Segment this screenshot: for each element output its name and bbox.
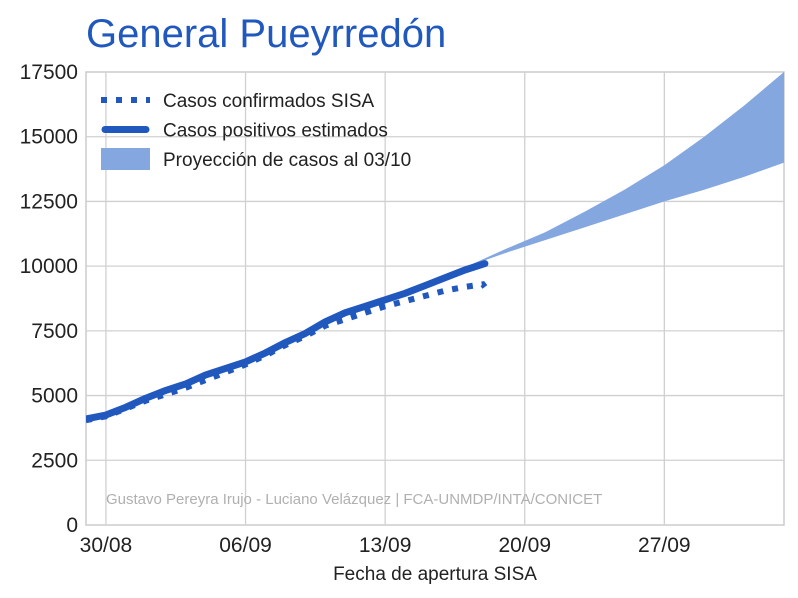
x-tick-label: 13/09 bbox=[359, 534, 412, 557]
y-tick-label: 12500 bbox=[20, 190, 78, 213]
legend-label-estimated: Casos positivos estimados bbox=[163, 121, 388, 142]
y-tick-label: 5000 bbox=[31, 385, 78, 408]
legend-label-projection: Proyección de casos al 03/10 bbox=[163, 150, 411, 171]
legend: Casos confirmados SISA Casos positivos es… bbox=[101, 91, 411, 171]
plot-area bbox=[85, 71, 785, 526]
series-band-projection bbox=[464, 72, 784, 268]
y-tick-label: 10000 bbox=[20, 255, 78, 278]
y-tick-label: 2500 bbox=[31, 449, 78, 472]
x-tick-label: 06/09 bbox=[219, 534, 272, 557]
legend-label-confirmed: Casos confirmados SISA bbox=[163, 91, 375, 112]
legend-marker-projection bbox=[101, 148, 150, 170]
credit-text: Gustavo Pereyra Irujo - Luciano Velázque… bbox=[106, 491, 602, 508]
y-tick-label: 17500 bbox=[20, 61, 78, 84]
x-tick-label: 27/09 bbox=[638, 534, 691, 557]
y-tick-label: 7500 bbox=[31, 320, 78, 343]
y-tick-label: 15000 bbox=[20, 126, 78, 149]
chart-title: General Pueyrredón bbox=[86, 12, 446, 56]
x-tick-label: 30/08 bbox=[80, 534, 133, 557]
y-tick-label: 0 bbox=[66, 514, 78, 537]
series-layer bbox=[86, 72, 784, 424]
x-axis-ticks: 30/08 06/09 13/09 20/09 27/09 bbox=[80, 534, 691, 557]
y-axis-ticks: 0 2500 5000 7500 10000 12500 15000 17500 bbox=[20, 61, 78, 537]
x-tick-label: 20/09 bbox=[498, 534, 551, 557]
x-axis-label: Fecha de apertura SISA bbox=[333, 564, 537, 585]
series-line-estimated bbox=[86, 260, 489, 423]
